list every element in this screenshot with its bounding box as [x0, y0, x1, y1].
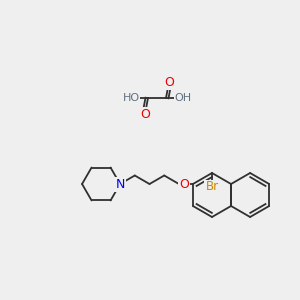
Text: Br: Br: [206, 181, 219, 194]
Text: O: O: [164, 76, 174, 88]
Text: HO: HO: [122, 93, 140, 103]
Text: O: O: [179, 178, 189, 190]
Text: N: N: [116, 178, 125, 190]
Text: O: O: [140, 107, 150, 121]
Text: OH: OH: [174, 93, 192, 103]
